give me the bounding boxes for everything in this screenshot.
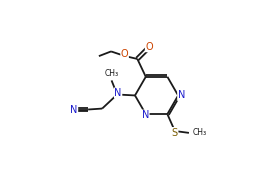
Text: N: N	[114, 88, 122, 98]
Text: N: N	[178, 91, 185, 100]
Text: O: O	[145, 42, 153, 52]
Text: CH₃: CH₃	[104, 69, 119, 78]
Text: N: N	[142, 110, 149, 120]
Text: N: N	[70, 105, 78, 115]
Text: O: O	[121, 49, 129, 59]
Text: S: S	[172, 128, 178, 138]
Text: CH₃: CH₃	[193, 128, 207, 137]
